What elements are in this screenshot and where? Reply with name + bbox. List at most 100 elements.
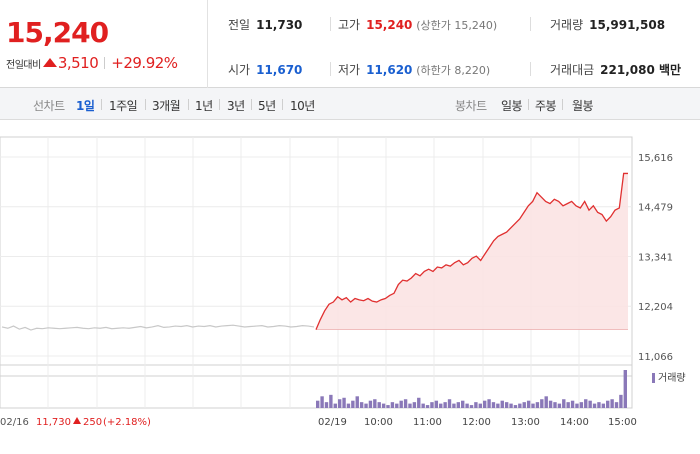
divider bbox=[530, 17, 531, 31]
tab-10years[interactable]: 10년 bbox=[290, 99, 315, 113]
divider bbox=[330, 17, 331, 31]
price-lines bbox=[1, 172, 628, 331]
tab-daily-candle[interactable]: 일봉 bbox=[501, 99, 523, 113]
volume-bar bbox=[469, 405, 474, 408]
tab-3months[interactable]: 3개월 bbox=[152, 99, 181, 113]
volume-bar bbox=[557, 403, 562, 408]
volume-bar bbox=[452, 403, 456, 408]
stat-label: 저가 bbox=[338, 63, 361, 77]
prev-day-rate: (+2.18%) bbox=[103, 417, 151, 428]
y-tick-label: 12,204 bbox=[638, 302, 673, 313]
up-arrow-icon bbox=[42, 57, 57, 67]
volume-bar bbox=[606, 400, 610, 408]
volume-bar bbox=[619, 394, 623, 408]
volume-bar bbox=[329, 394, 333, 408]
volume-bar bbox=[386, 405, 390, 408]
divider bbox=[562, 99, 563, 110]
tab-1week[interactable]: 1주일 bbox=[109, 99, 138, 113]
stat-amount: 거래대금 221,080 백만 bbox=[550, 61, 681, 78]
divider bbox=[251, 99, 252, 110]
tab-weekly-candle[interactable]: 주봉 bbox=[535, 99, 557, 113]
x-axis-label: 02/19 bbox=[318, 417, 347, 428]
volume-bar bbox=[482, 400, 487, 408]
lower-limit: (하한가 8,220) bbox=[416, 64, 491, 77]
volume-bar bbox=[614, 402, 619, 408]
price-summary-panel: 15,240 전일대비 3,510 +29.92% 전일 11,730 고가 15,… bbox=[0, 0, 700, 88]
volume-bar bbox=[461, 400, 465, 408]
volume-bar bbox=[443, 402, 447, 408]
stat-value: 11,620 bbox=[366, 63, 413, 77]
x-axis-label: 13:00 bbox=[511, 417, 540, 428]
stat-label: 고가 bbox=[338, 18, 361, 32]
volume-bar bbox=[522, 402, 526, 408]
volume-bar bbox=[395, 403, 399, 408]
divider bbox=[145, 99, 146, 110]
volume-bar bbox=[592, 403, 597, 408]
prev-up-arrow-icon bbox=[73, 417, 81, 424]
volume-bar bbox=[359, 402, 364, 408]
volume-bar bbox=[417, 397, 421, 408]
volume-bar bbox=[584, 399, 588, 408]
divider bbox=[101, 99, 102, 110]
price-chart-svg: 15,616 14,479 13,341 12,204 11,066 거래량 02/16… bbox=[0, 136, 686, 428]
volume-bar bbox=[597, 402, 601, 408]
tab-1year[interactable]: 1년 bbox=[195, 99, 213, 113]
stat-label: 시가 bbox=[228, 63, 251, 77]
stat-value: 11,670 bbox=[256, 63, 303, 77]
tab-3years[interactable]: 3년 bbox=[227, 99, 245, 113]
volume-bars: 거래량 bbox=[316, 370, 686, 408]
volume-bar bbox=[403, 399, 408, 408]
divider bbox=[530, 62, 531, 76]
volume-bar bbox=[518, 403, 522, 408]
volume-bar bbox=[439, 403, 443, 408]
price-chart: 15,616 14,479 13,341 12,204 11,066 거래량 02/16… bbox=[0, 120, 700, 450]
volume-bar bbox=[491, 402, 496, 408]
volume-bar bbox=[601, 403, 606, 408]
volume-bar bbox=[368, 400, 373, 408]
volume-bar bbox=[579, 402, 584, 408]
volume-bar bbox=[390, 402, 395, 408]
volume-bar bbox=[535, 402, 540, 408]
volume-bar bbox=[588, 400, 592, 408]
today-area-fill bbox=[316, 173, 628, 330]
y-tick-label: 14,479 bbox=[638, 203, 673, 214]
volume-bar bbox=[566, 402, 570, 408]
change-value: 3,510 bbox=[57, 54, 99, 72]
volume-bar bbox=[351, 400, 355, 408]
volume-legend-label: 거래량 bbox=[658, 372, 686, 384]
volume-bar bbox=[487, 399, 491, 408]
stat-high: 고가 15,240 (상한가 15,240) bbox=[338, 16, 497, 33]
volume-bar bbox=[456, 402, 461, 408]
volume-bar bbox=[623, 370, 627, 408]
volume-bar bbox=[447, 399, 452, 408]
stat-value: 15,991,508 bbox=[589, 18, 666, 32]
volume-bar bbox=[575, 403, 579, 408]
y-tick-label: 11,066 bbox=[638, 352, 673, 363]
prev-day-line bbox=[1, 324, 315, 331]
y-axis-ticks: 15,616 14,479 13,341 12,204 11,066 bbox=[638, 153, 673, 363]
volume-bar bbox=[320, 396, 324, 408]
volume-bar bbox=[346, 403, 351, 408]
chart-period-tabs: 선차트 1일 1주일 3개월 1년 3년 5년 10년 봉차트 일봉 주봉 월봉 bbox=[0, 88, 700, 120]
change-label: 전일대비 bbox=[6, 59, 41, 71]
volume-bar bbox=[562, 399, 566, 408]
volume-bar bbox=[425, 405, 430, 408]
volume-bar bbox=[430, 402, 434, 408]
volume-bar bbox=[513, 405, 518, 408]
stat-value: 15,240 bbox=[366, 18, 413, 32]
tab-monthly-candle[interactable]: 월봉 bbox=[572, 99, 594, 113]
stat-value: 11,730 bbox=[256, 18, 303, 32]
volume-bar bbox=[465, 403, 469, 408]
volume-bar bbox=[474, 402, 478, 408]
x-axis-label: 11:00 bbox=[413, 417, 442, 428]
tab-1day[interactable]: 1일 bbox=[76, 99, 95, 113]
divider bbox=[282, 99, 283, 110]
volume-bar bbox=[540, 399, 544, 408]
stat-label: 거래량 bbox=[550, 18, 584, 32]
volume-bar bbox=[526, 400, 531, 408]
stat-low: 저가 11,620 (하한가 8,220) bbox=[338, 61, 490, 78]
volume-bar bbox=[355, 396, 359, 408]
tab-5years[interactable]: 5년 bbox=[258, 99, 276, 113]
stat-label: 거래대금 bbox=[550, 63, 595, 77]
volume-bar bbox=[381, 403, 386, 408]
